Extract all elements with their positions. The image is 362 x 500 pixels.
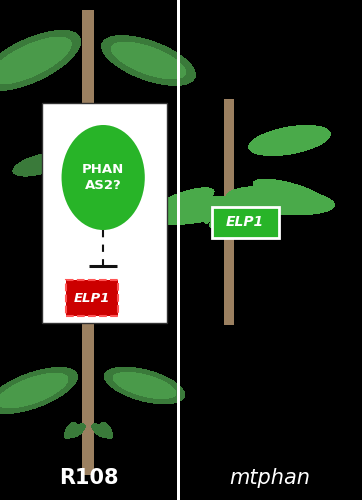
Text: R108: R108 (59, 468, 118, 487)
Text: PHAN
AS2?: PHAN AS2? (82, 163, 124, 192)
Text: ELP1: ELP1 (226, 215, 264, 229)
Ellipse shape (62, 125, 145, 230)
FancyBboxPatch shape (212, 206, 279, 238)
FancyBboxPatch shape (42, 102, 167, 322)
Text: ELP1: ELP1 (74, 292, 110, 304)
FancyBboxPatch shape (66, 280, 118, 316)
Text: mtphan: mtphan (229, 468, 310, 487)
